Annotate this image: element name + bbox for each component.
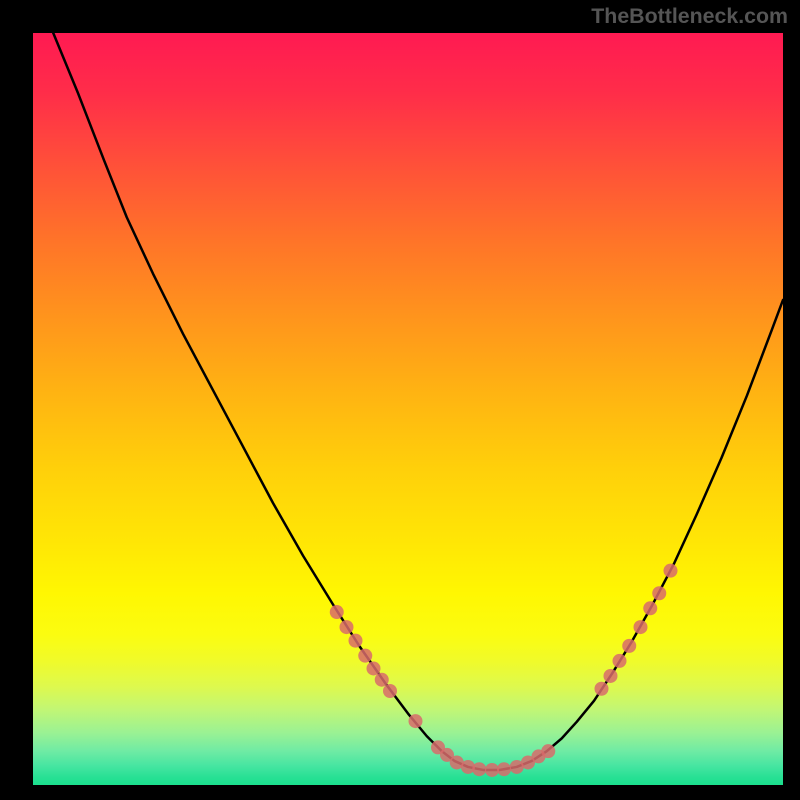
data-marker [634, 620, 648, 634]
chart-container: TheBottleneck.com [0, 0, 800, 800]
data-marker [604, 669, 618, 683]
data-marker [409, 714, 423, 728]
bottleneck-chart [0, 0, 800, 800]
data-marker [375, 673, 389, 687]
data-marker [497, 762, 511, 776]
data-marker [652, 586, 666, 600]
data-marker [358, 649, 372, 663]
data-marker [340, 620, 354, 634]
data-marker [613, 654, 627, 668]
data-marker [367, 661, 381, 675]
data-marker [485, 763, 499, 777]
data-marker [472, 762, 486, 776]
data-marker [349, 634, 363, 648]
data-marker [622, 639, 636, 653]
data-marker [330, 605, 344, 619]
data-marker [541, 744, 555, 758]
data-marker [664, 564, 678, 578]
data-marker [595, 682, 609, 696]
watermark-text: TheBottleneck.com [591, 4, 788, 29]
data-marker [643, 601, 657, 615]
plot-area [33, 33, 783, 785]
data-marker [383, 684, 397, 698]
